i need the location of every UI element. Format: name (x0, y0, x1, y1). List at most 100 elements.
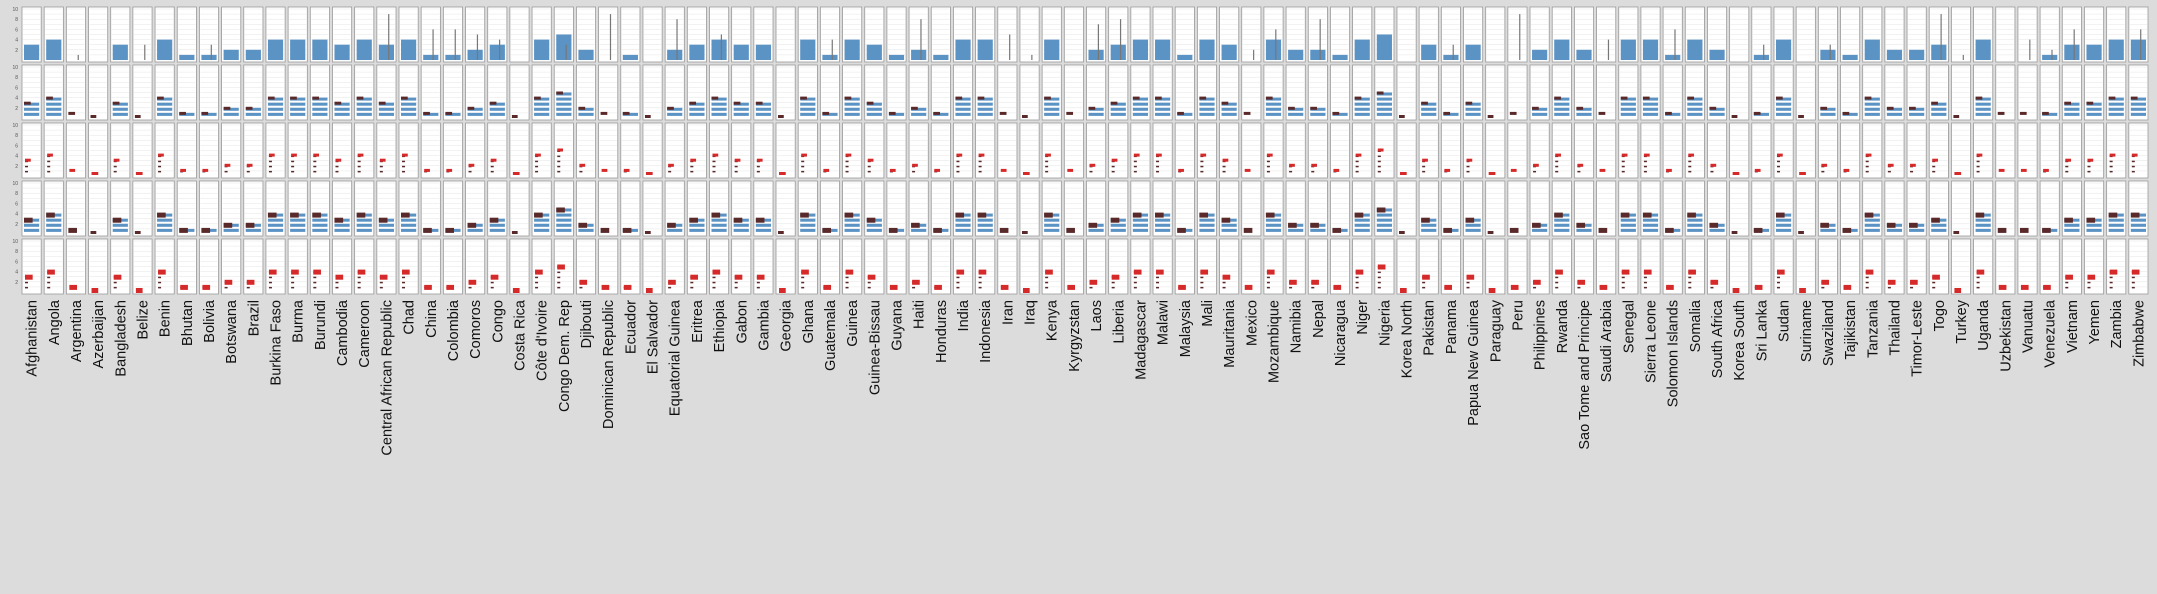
value-marker (733, 217, 743, 223)
level-tick (1111, 165, 1115, 168)
stripe-segment (1199, 223, 1215, 227)
level-tick (1377, 276, 1381, 279)
value-marker (1488, 288, 1496, 293)
level-tick (1089, 170, 1093, 173)
value-marker (644, 115, 651, 118)
level-tick (402, 276, 406, 279)
country-column (576, 6, 597, 295)
level-tick (25, 286, 28, 289)
stripe-segment (622, 112, 638, 116)
stripe-segment (866, 102, 882, 106)
stripe-segment (467, 228, 483, 232)
level-tick (668, 170, 672, 173)
value-marker (866, 217, 876, 223)
value-bar (800, 39, 816, 60)
value-marker (245, 222, 255, 228)
stripe-segment (1310, 107, 1326, 111)
level-tick (357, 286, 361, 289)
stripe-segment (667, 107, 683, 111)
level-tick (557, 276, 561, 279)
stripe-segment (1155, 112, 1171, 116)
stripe-segment (223, 107, 239, 111)
level-tick (535, 170, 539, 173)
stripe-segment (1465, 223, 1481, 227)
country-column (88, 6, 109, 295)
value-marker (512, 172, 520, 175)
value-marker (1067, 284, 1075, 290)
country-column (1086, 6, 1107, 295)
level-tick (357, 165, 361, 168)
level-tick (1156, 170, 1160, 173)
value-marker (423, 111, 430, 115)
level-tick (1045, 281, 1049, 284)
country-column (709, 6, 730, 295)
value-marker (401, 212, 410, 218)
level-tick (756, 281, 760, 284)
stripe-segment (844, 223, 860, 227)
value-marker (1510, 168, 1517, 172)
value-marker (402, 269, 410, 275)
value-marker (557, 148, 564, 152)
country-column (1440, 6, 1461, 295)
stripe-segment (356, 97, 372, 101)
level-tick (668, 286, 672, 289)
stripe-segment (1265, 107, 1282, 111)
value-marker (1555, 269, 1563, 275)
value-marker (312, 212, 321, 218)
stripe-segment (733, 102, 749, 106)
value-marker (223, 222, 233, 228)
level-tick (956, 165, 960, 168)
value-marker (778, 115, 784, 118)
level-tick (25, 165, 28, 168)
value-marker (1310, 222, 1319, 228)
value-bar (667, 49, 683, 60)
value-marker (1333, 284, 1342, 290)
value-marker (733, 101, 741, 105)
stripe-segment (534, 228, 550, 232)
value-marker (1133, 269, 1142, 275)
value-marker (46, 212, 55, 218)
level-tick (867, 286, 871, 289)
level-tick (867, 281, 871, 284)
value-marker (779, 288, 786, 293)
value-marker (1266, 269, 1275, 275)
stripe-segment (378, 107, 395, 111)
stripe-segment (1221, 107, 1237, 111)
level-tick (712, 276, 716, 279)
stripe-segment (1354, 107, 1370, 111)
stripe-segment (1221, 102, 1237, 106)
value-marker (135, 172, 143, 175)
level-tick (801, 281, 805, 284)
stripe-segment (844, 112, 860, 116)
value-marker (645, 172, 653, 175)
level-tick (313, 281, 317, 284)
level-tick (1377, 155, 1381, 158)
value-marker (1200, 153, 1207, 157)
stripe-segment (334, 112, 350, 116)
value-marker (1044, 96, 1051, 100)
stripe-segment (24, 228, 40, 232)
value-marker (955, 96, 963, 100)
stripe-segment (1332, 112, 1348, 116)
level-tick (268, 165, 272, 168)
level-tick (912, 286, 916, 289)
level-tick (113, 170, 117, 173)
value-marker (379, 158, 386, 162)
level-tick (47, 286, 51, 289)
value-marker (113, 274, 122, 280)
stripe-segment (955, 107, 971, 111)
value-marker (90, 231, 97, 234)
stripe-segment (312, 218, 328, 222)
stripe-segment (112, 112, 128, 116)
country-column (975, 6, 996, 295)
level-tick (357, 276, 361, 279)
stripe-segment (866, 228, 882, 232)
level-tick (1156, 281, 1160, 284)
level-tick (1311, 170, 1315, 173)
value-marker (1443, 111, 1451, 115)
value-bar (1155, 39, 1171, 60)
value-marker (202, 284, 211, 290)
value-marker (1066, 227, 1075, 233)
stripe-segment (755, 228, 772, 232)
value-marker (267, 212, 277, 218)
